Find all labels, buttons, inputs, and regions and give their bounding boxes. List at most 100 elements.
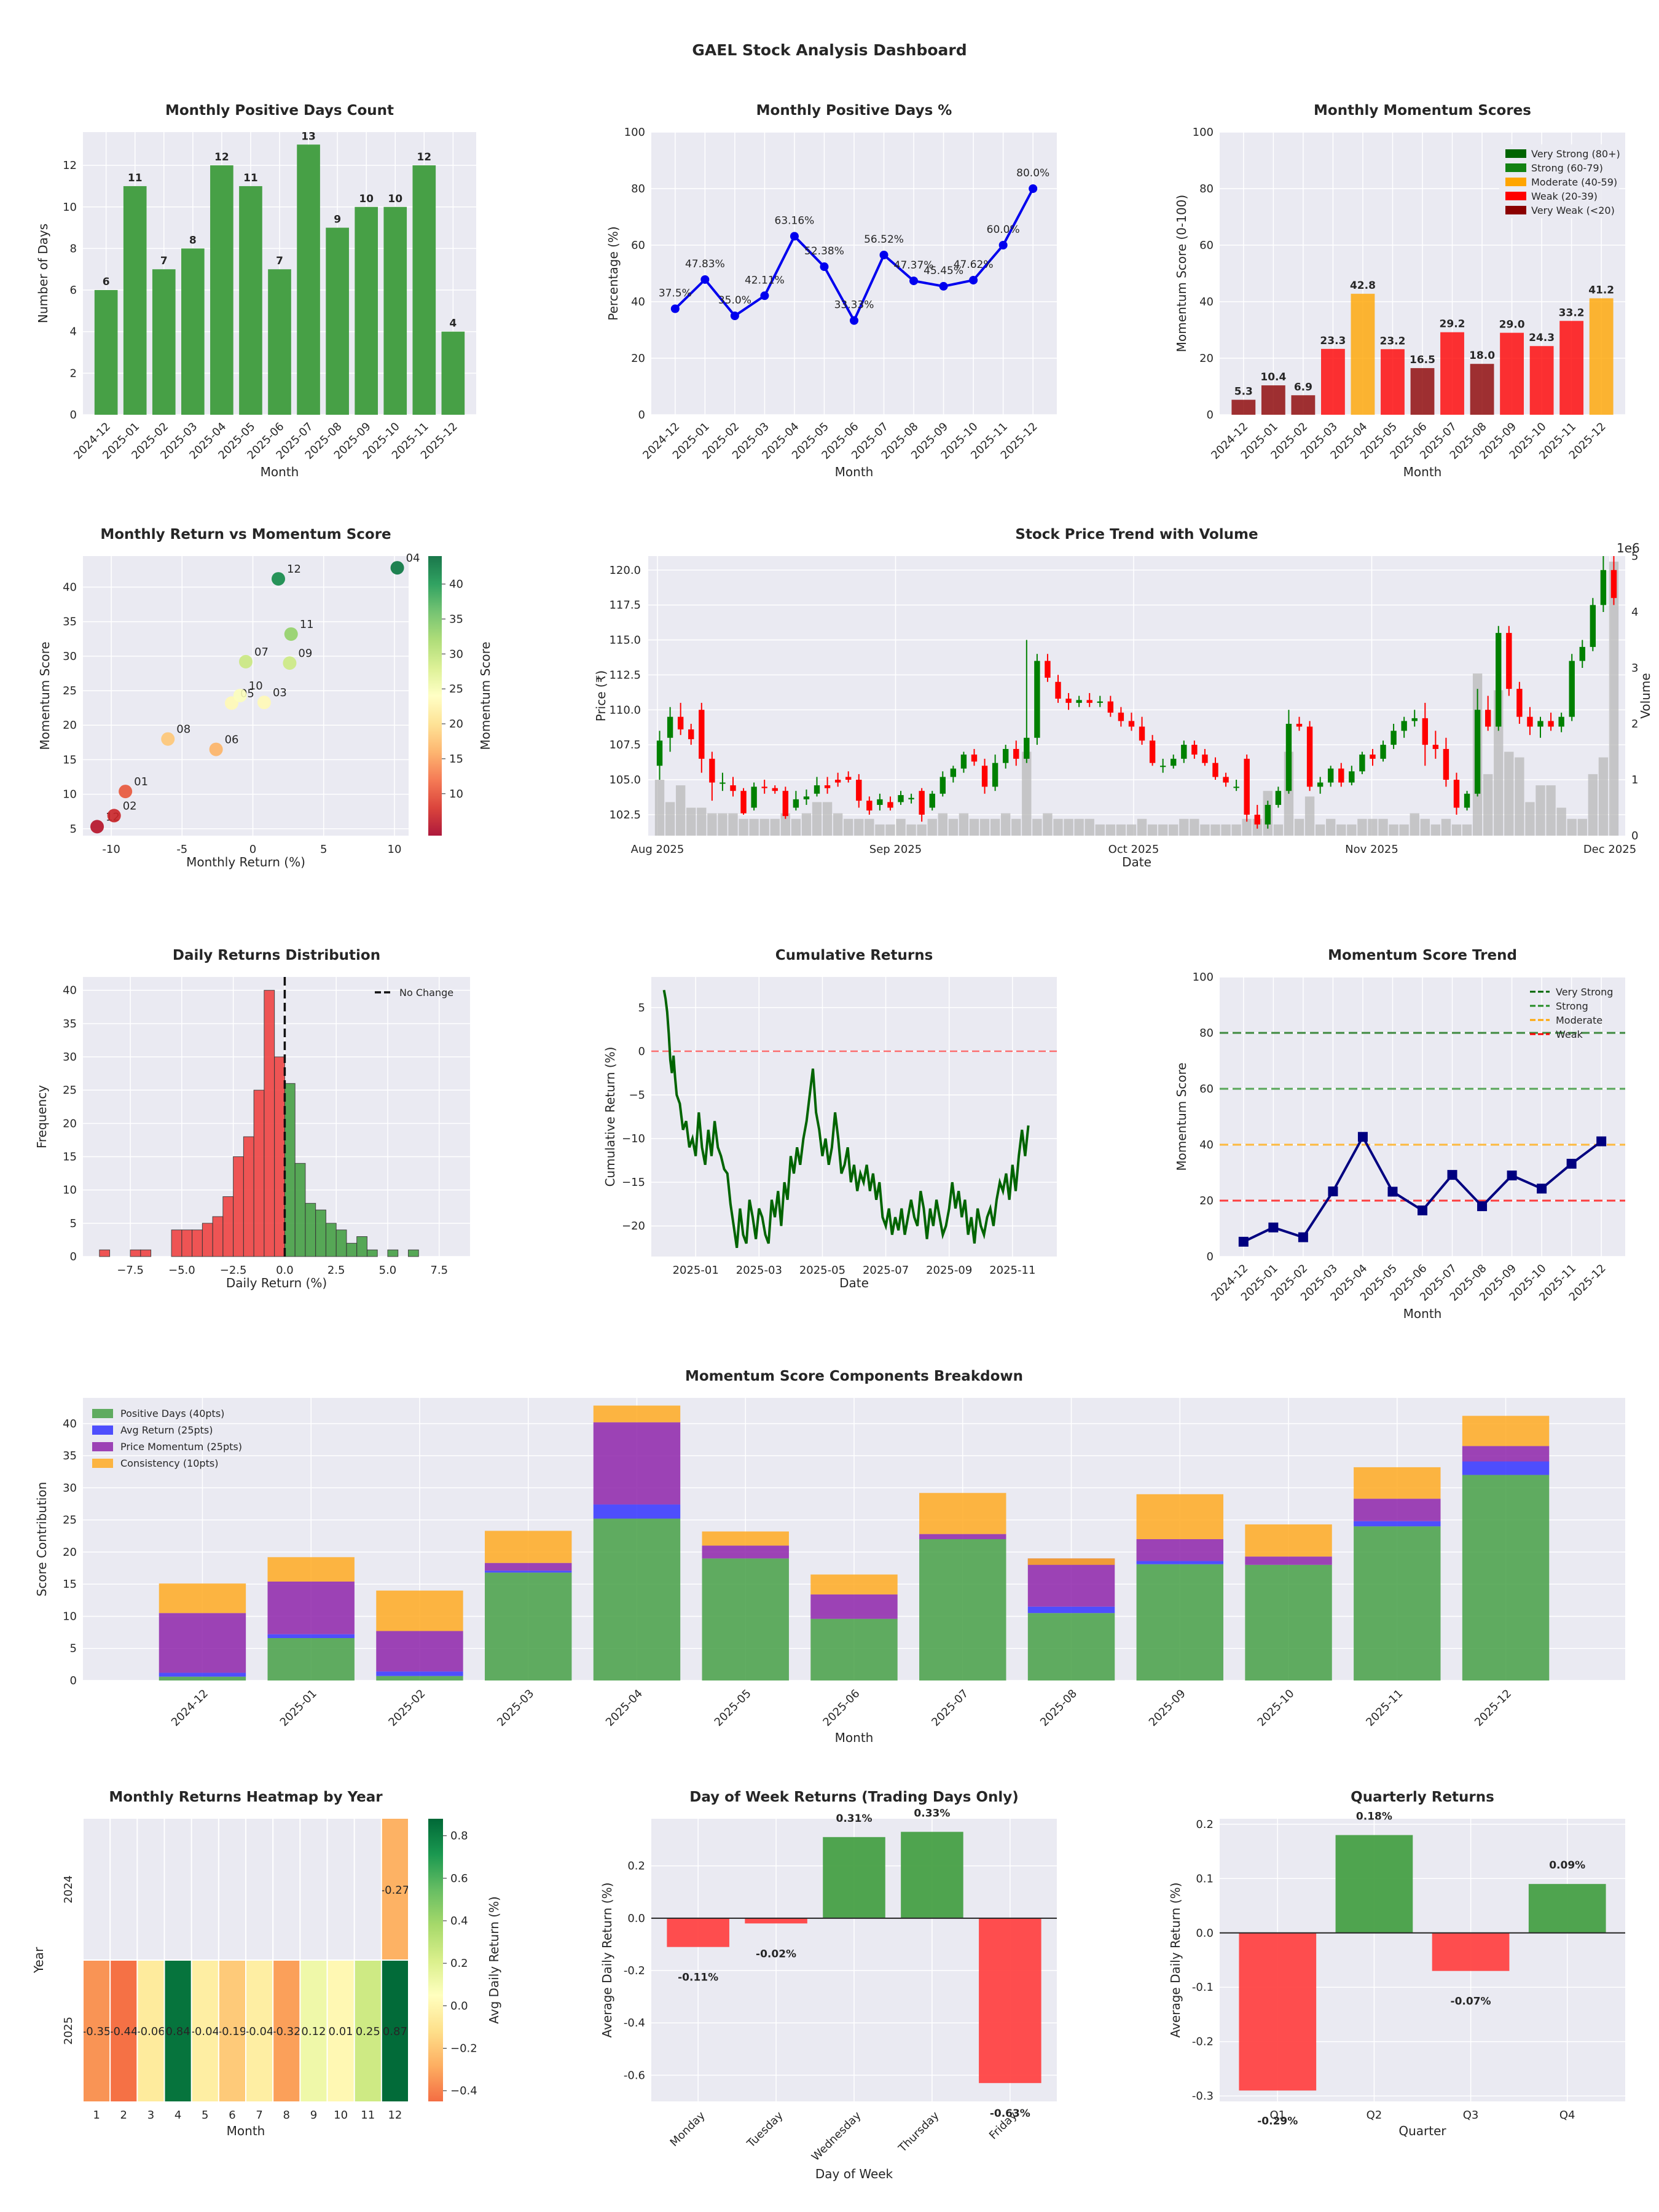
- p5-volume-bar: [707, 813, 717, 836]
- p5-volume-bar: [1451, 824, 1462, 836]
- p5-candle-body: [919, 791, 925, 815]
- p5-candle-body: [1086, 700, 1092, 703]
- p5-volume-bar: [1399, 824, 1409, 836]
- p12-ytick: 0.2: [1196, 1818, 1214, 1831]
- p12-data-label: 0.09%: [1549, 1859, 1585, 1872]
- p9-ytick: 0: [70, 1674, 77, 1687]
- p6-histogram-bar: [407, 1249, 419, 1257]
- p5-y2tick: 2: [1631, 718, 1638, 731]
- p2-marker: [700, 275, 710, 284]
- p5-volume-bar: [969, 818, 979, 836]
- p3-data-label: 23.3: [1320, 335, 1346, 347]
- p9-stack-segment: [376, 1631, 463, 1672]
- p3-ytick: 80: [1199, 182, 1214, 195]
- p6-ytick: 5: [70, 1217, 77, 1230]
- p5-panel: Stock Price Trend with Volume Date Price (…: [594, 527, 1653, 869]
- p5-candle-body: [1474, 710, 1481, 794]
- p1-data-label: 11: [128, 172, 143, 184]
- p4-point: [90, 820, 104, 834]
- p9-legend-swatch: [92, 1409, 113, 1418]
- p3-legend-label: Moderate (40-59): [1531, 176, 1617, 188]
- p3-bar: [1351, 294, 1375, 415]
- p10-colorbar: [428, 1819, 443, 2101]
- p5-candle-body: [1401, 721, 1407, 731]
- p6-histogram-bar: [356, 1236, 367, 1257]
- p12-panel: Quarterly Returns Quarter Average Daily Re…: [1168, 1789, 1625, 2138]
- p6-histogram-bar: [305, 1202, 316, 1257]
- p5-volume-bar: [885, 824, 895, 836]
- p3-legend-swatch: [1505, 178, 1526, 186]
- p2-ytick: 60: [631, 239, 645, 252]
- p9-stack-segment: [1245, 1556, 1332, 1565]
- p9-stack-segment: [919, 1492, 1006, 1534]
- p4-colorbar-tick: 15: [449, 753, 463, 766]
- p2-data-label: 45.45%: [924, 265, 963, 277]
- p2-data-label: 47.83%: [685, 258, 725, 270]
- p5-xtick: Nov 2025: [1345, 843, 1398, 856]
- p5-candle-body: [709, 758, 715, 783]
- p5-volume-bar: [1336, 824, 1346, 836]
- p9-stack-segment: [810, 1618, 898, 1681]
- p8-marker: [1328, 1186, 1338, 1196]
- p4-colorbar-tick: 30: [449, 648, 463, 661]
- p7-title: Cumulative Returns: [775, 947, 933, 963]
- p10-cell-label: -0.35: [82, 2025, 111, 2038]
- p9-stack-segment: [593, 1518, 681, 1681]
- p6-xlabel: Daily Return (%): [226, 1276, 327, 1290]
- p1-title: Monthly Positive Days Count: [165, 103, 394, 119]
- p4-title: Monthly Return vs Momentum Score: [100, 527, 391, 543]
- p11-data-label: -0.02%: [756, 1948, 796, 1960]
- p5-xtick: Aug 2025: [631, 843, 684, 856]
- p6-histogram-bar: [222, 1196, 234, 1257]
- p3-title: Monthly Momentum Scores: [1314, 103, 1531, 119]
- p9-xtick: 2025-07: [929, 1687, 971, 1729]
- p9-stack-segment: [267, 1638, 355, 1681]
- p5-volume-bar: [979, 818, 990, 836]
- p5-y2tick: 0: [1631, 830, 1638, 842]
- p5-xtick: Sep 2025: [869, 843, 922, 856]
- p2-marker: [879, 251, 888, 260]
- p3-ytick: 20: [1199, 352, 1214, 365]
- p5-candle-body: [1590, 605, 1596, 647]
- p5-y2-multiplier: 1e6: [1617, 541, 1640, 555]
- p2-marker: [670, 304, 680, 313]
- p5-volume-bar: [1095, 824, 1105, 836]
- p11-ytick: 0.2: [627, 1860, 645, 1873]
- p8-marker: [1298, 1232, 1308, 1242]
- p1-panel: Monthly Positive Days Count Month Number o…: [36, 103, 476, 479]
- p2-marker: [850, 316, 858, 325]
- p7-line: [662, 989, 1030, 1249]
- p9-legend-label: Consistency (10pts): [120, 1457, 218, 1469]
- p3-bar: [1261, 385, 1285, 415]
- p4-xtick: 10: [388, 843, 402, 856]
- p5-volume-bar: [812, 802, 822, 836]
- p5-candle-body: [1432, 745, 1439, 749]
- p5-candle-body: [1254, 814, 1260, 825]
- p5-candle-body: [740, 791, 747, 814]
- p5-y2tick: 3: [1631, 662, 1638, 675]
- p5-candle-body: [751, 786, 757, 808]
- p1-bar: [239, 186, 262, 415]
- p6-histogram-bar: [387, 1249, 399, 1257]
- p5-xtick: Dec 2025: [1583, 843, 1636, 856]
- p5-volume-bar: [1137, 818, 1147, 836]
- p5-volume-bar: [1053, 818, 1063, 836]
- p5-candle-body: [1338, 768, 1344, 783]
- p6-xtick: −2.5: [220, 1264, 247, 1277]
- p5-volume-bar: [697, 807, 707, 836]
- p5-volume-bar: [791, 818, 801, 836]
- p5-volume-bar: [865, 818, 874, 836]
- p12-xtick: Q1: [1269, 2109, 1285, 2122]
- p5-candle-body: [1076, 700, 1082, 703]
- p10-xtick: 6: [229, 2109, 235, 2122]
- p10-cell-label: 0.25: [356, 2025, 380, 2038]
- p1-data-label: 12: [417, 151, 431, 163]
- p5-volume-bar: [1126, 824, 1137, 836]
- p5-y2tick: 1: [1631, 774, 1638, 786]
- p5-candle-body: [1244, 758, 1250, 815]
- p4-point-label: 06: [225, 734, 239, 747]
- p10-colorbar-label: Avg Daily Return (%): [487, 1896, 501, 2024]
- p9-ytick: 35: [63, 1449, 77, 1462]
- p4-point: [119, 785, 133, 799]
- p3-data-label: 18.0: [1469, 350, 1495, 362]
